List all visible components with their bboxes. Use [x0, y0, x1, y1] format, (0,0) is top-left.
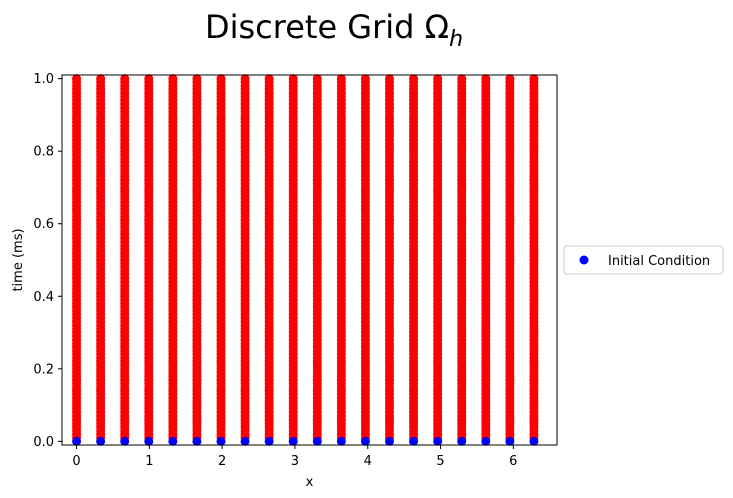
y-tick-label: 0.0 — [33, 435, 54, 450]
y-tick-label: 0.2 — [33, 362, 54, 377]
initial-condition-point — [457, 436, 467, 446]
chart-title-text: Discrete Grid Ω — [205, 8, 449, 46]
grid-point — [192, 74, 202, 84]
grid-point — [409, 74, 419, 84]
y-tick-label: 0.6 — [33, 217, 54, 232]
initial-condition-point — [192, 436, 202, 446]
x-tick-label: 3 — [291, 454, 299, 469]
grid-point — [120, 74, 130, 84]
x-tick-label: 1 — [145, 454, 153, 469]
initial-condition-point — [312, 436, 322, 446]
x-axis: 0 1 2 3 4 5 6 — [72, 445, 517, 469]
grid-point — [336, 74, 346, 84]
initial-condition-point — [168, 436, 178, 446]
grid-point — [216, 74, 226, 84]
grid-point — [433, 74, 443, 84]
grid-point — [505, 74, 515, 84]
grid-point — [312, 74, 322, 84]
grid-point — [168, 74, 178, 84]
grid-point — [264, 74, 274, 84]
grid-point — [288, 74, 298, 84]
grid-point — [481, 74, 491, 84]
plot-frame — [61, 74, 558, 446]
initial-condition-point — [481, 436, 491, 446]
legend-marker-initial-condition — [579, 255, 589, 265]
grid-point — [144, 74, 154, 84]
initial-condition-point — [385, 436, 394, 446]
y-axis: 0.0 0.2 0.4 0.6 0.8 1.0 — [33, 72, 62, 450]
initial-condition-point — [529, 436, 539, 446]
initial-condition-point — [216, 436, 226, 446]
legend: Initial Condition — [563, 245, 724, 275]
grid-point — [529, 74, 539, 84]
y-axis-label: time (ms) — [11, 228, 26, 291]
initial-condition-point — [505, 436, 515, 446]
x-axis-label: x — [306, 475, 314, 490]
grid-points-group — [72, 74, 539, 443]
grid-point — [385, 74, 394, 84]
y-tick-label: 0.4 — [33, 290, 54, 305]
grid-point — [96, 74, 106, 84]
x-tick-label: 6 — [509, 454, 517, 469]
initial-condition-point — [360, 436, 370, 446]
initial-condition-points-group — [72, 436, 539, 446]
legend-box — [563, 245, 724, 275]
initial-condition-point — [409, 436, 419, 446]
chart-title: Discrete Grid Ωh — [205, 8, 463, 52]
initial-condition-point — [72, 436, 82, 446]
x-tick-label: 4 — [364, 454, 372, 469]
initial-condition-point — [144, 436, 154, 446]
y-tick-label: 0.8 — [33, 145, 54, 160]
initial-condition-point — [433, 436, 443, 446]
x-tick-label: 5 — [436, 454, 444, 469]
initial-condition-point — [240, 436, 250, 446]
x-tick-label: 0 — [72, 454, 80, 469]
initial-condition-point — [336, 436, 346, 446]
x-tick-label: 2 — [218, 454, 226, 469]
grid-point — [240, 74, 250, 84]
initial-condition-point — [288, 436, 298, 446]
grid-point — [72, 74, 82, 84]
initial-condition-point — [96, 436, 106, 446]
legend-label-initial-condition: Initial Condition — [608, 254, 710, 269]
initial-condition-point — [264, 436, 274, 446]
grid-point — [360, 74, 370, 84]
initial-condition-point — [120, 436, 130, 446]
y-tick-label: 1.0 — [33, 72, 54, 87]
grid-point — [457, 74, 467, 84]
chart-title-subscript: h — [449, 27, 463, 52]
